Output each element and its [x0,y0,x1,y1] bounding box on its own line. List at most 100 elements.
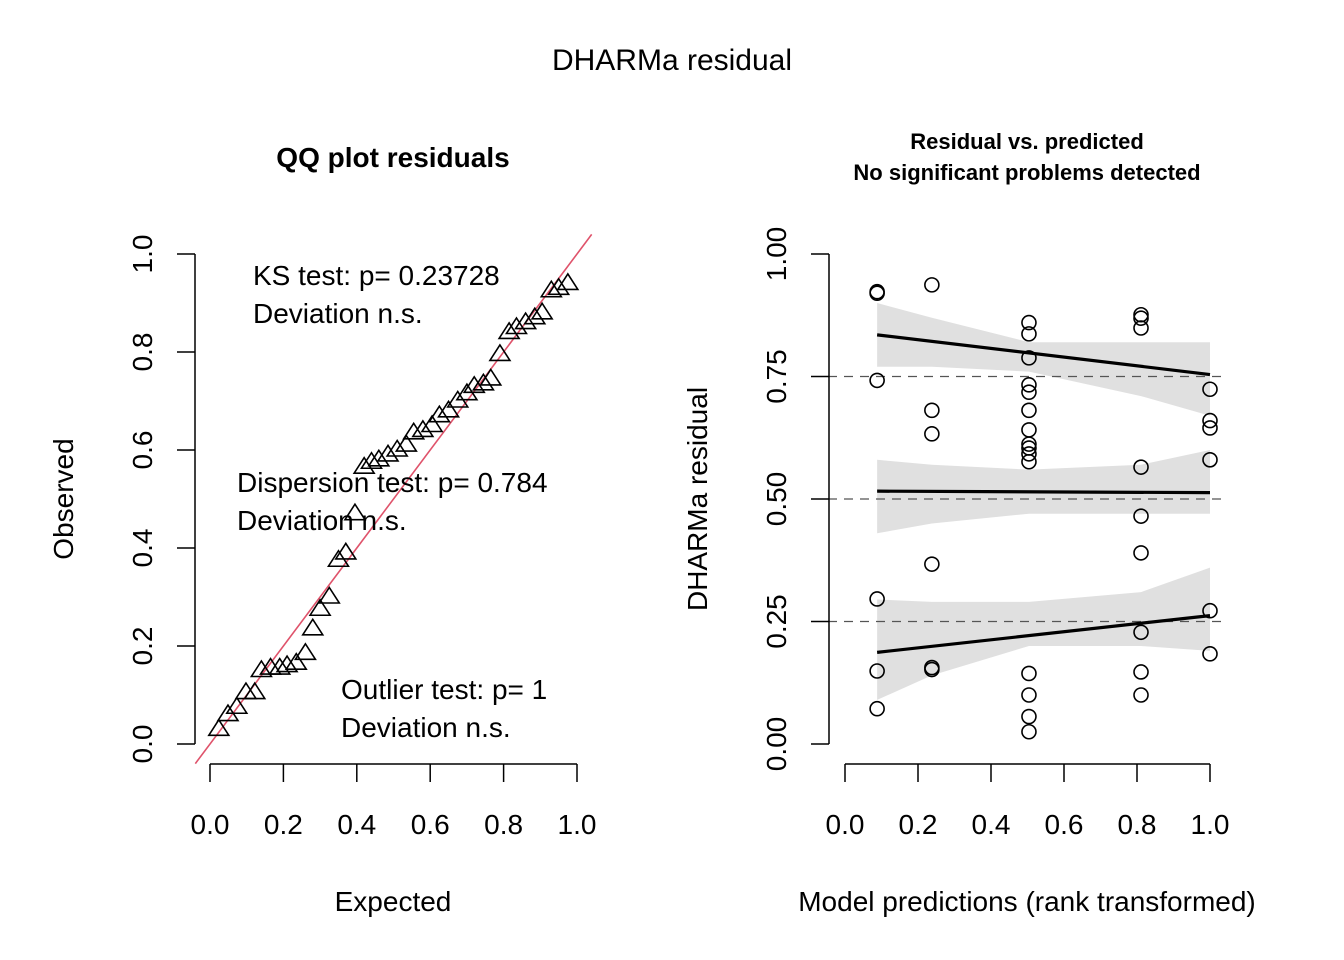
qq-point [334,541,358,560]
residual-point [1133,624,1149,641]
outlier-test-annotation: Outlier test: p= 1 [341,674,547,705]
qq-x-tick-label: 0.8 [484,809,523,840]
qq-x-axis-label: Expected [335,886,452,917]
residual-point [1133,320,1149,336]
qq-point [376,443,400,462]
qq-y-axis-label: Observed [48,438,79,559]
residual-y-tick-label: 0.00 [761,717,792,772]
qq-point [462,375,486,394]
qq-point [420,414,444,433]
residual-point [924,277,940,293]
residual-point [924,556,940,572]
residual-y-tick-label: 1.00 [761,227,792,282]
residual-x-tick-label: 0.0 [826,809,865,840]
residual-point [1021,402,1037,419]
residual-point [1021,314,1037,331]
residual-point [1021,723,1037,740]
qq-point [207,718,231,737]
qq-points-layer [207,272,580,737]
residual-point [1133,310,1149,326]
residual-point [1202,602,1218,619]
residual-point [1021,708,1037,725]
qq-point [268,657,292,675]
quantile-bands-layer [877,303,1210,700]
qq-point [547,277,571,296]
residual-x-tick-label: 0.2 [899,809,938,840]
residual-points-layer [869,277,1218,740]
residual-plot-subtitle: No significant problems detected [853,160,1200,185]
residual-x-tick-label: 0.8 [1118,809,1157,840]
residual-point [1021,687,1037,703]
residual-x-axis-label: Model predictions (rank transformed) [798,886,1256,917]
qq-point [488,343,512,362]
residual-point [1021,326,1037,342]
qq-point [402,421,426,440]
qq-x-tick-label: 1.0 [558,809,597,840]
residual-point [1202,381,1218,398]
residual-axes: 0.0 0.2 0.4 0.6 0.8 1.0 0.00 0.25 0.50 0.75 1.00 [761,227,1229,840]
residual-point [924,426,940,442]
residual-point [1021,384,1037,400]
residual-point [1021,665,1037,682]
residual-point [869,591,885,607]
qq-point [293,642,317,661]
qq-point [556,272,580,291]
qq-point [471,372,495,391]
qq-point [539,279,563,298]
qq-plot-title: QQ plot residuals [276,142,509,173]
qq-point [301,617,325,636]
residual-point [924,402,940,419]
residual-point [1021,377,1037,393]
qq-point [427,404,451,423]
qq-point [504,316,528,335]
residual-point [1202,420,1218,436]
qq-point [284,652,308,670]
qq-plot-panel: QQ plot residuals 0.0 0.2 0.4 0.6 0.8 1.00.00… [48,142,596,917]
residual-plot-title: Residual vs. predicted [910,129,1144,154]
qq-x-tick-label: 0.6 [411,809,450,840]
outlier-test-deviation: Deviation n.s. [341,712,511,743]
qq-x-tick-label: 0.2 [264,809,303,840]
qq-point [411,419,435,438]
qq-x-tick-label: 0.4 [337,809,376,840]
residual-point [1133,545,1149,561]
quantile-fit-line-0.75 [876,333,1211,377]
quantile-fit-lines-layer [876,333,1211,654]
residual-point [1133,306,1149,323]
residual-point [869,372,885,389]
residual-point [869,663,885,679]
qq-point [523,306,547,325]
residual-y-tick-label: 0.75 [761,349,792,404]
main-title: DHARMa residual [552,44,792,77]
residual-point [1021,436,1037,452]
residual-point [1133,508,1149,524]
qq-point [343,502,367,521]
qq-y-tick-label: 0.6 [127,431,158,470]
reference-lines-layer [828,375,1226,623]
qq-point [437,399,461,418]
qq-point [360,451,383,470]
qq-point [275,654,299,673]
qq-x-tick-label: 0.0 [191,809,230,840]
residual-point [1021,422,1037,438]
qq-point [249,659,273,678]
qq-point [479,367,503,386]
quantile-fit-line-0.25 [876,614,1211,654]
residual-y-axis-label: DHARMa residual [682,387,713,611]
residual-point [869,285,885,302]
residual-x-tick-label: 1.0 [1191,809,1230,840]
residual-point [1133,687,1149,703]
qq-point [367,448,391,467]
qq-point [308,598,332,617]
qq-point [243,681,267,700]
qq-y-tick-label: 0.8 [127,333,158,372]
dispersion-test-annotation: Dispersion test: p= 0.784 [237,467,548,498]
qq-point [317,586,341,604]
qq-point [385,439,409,457]
qq-point [394,434,418,452]
residual-y-tick-label: 0.25 [761,594,792,649]
residual-point [1021,350,1037,366]
quantile-band-0.75 [877,303,1210,416]
residual-point [1202,646,1218,662]
dispersion-test-deviation: Deviation n.s. [237,505,407,536]
